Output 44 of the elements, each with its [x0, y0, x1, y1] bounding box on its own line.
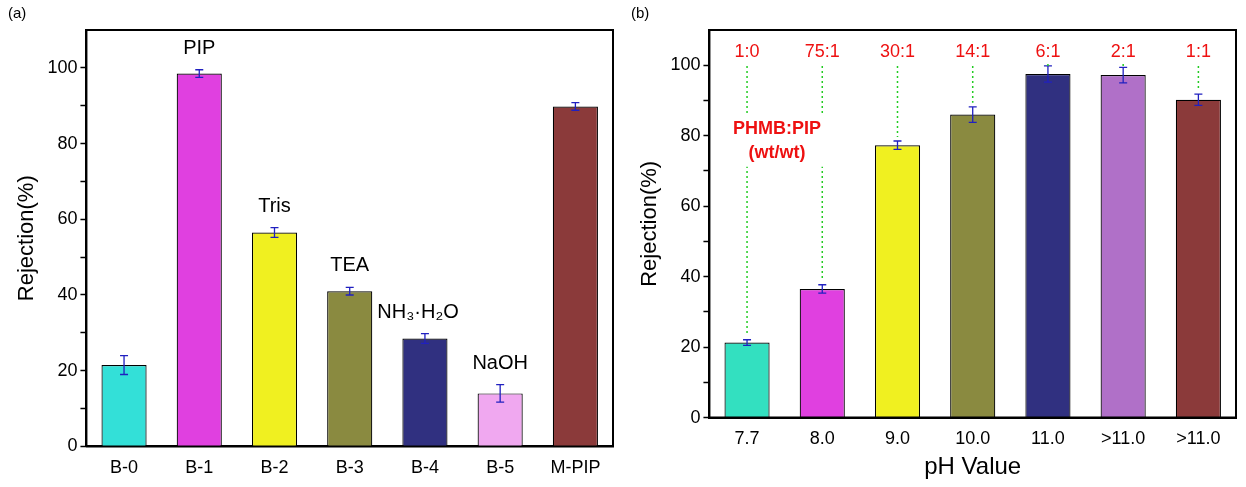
- text: (b): [631, 3, 650, 21]
- x-tick-label: 9.0: [884, 428, 911, 449]
- y-tick-label: 0: [690, 406, 701, 427]
- annotation: NaOH: [472, 350, 528, 373]
- annotation: NH₃·H₂O: [377, 299, 459, 322]
- x-tick-label: B-2: [260, 457, 289, 478]
- text: (a): [8, 3, 27, 21]
- y-tick-label: 60: [680, 195, 701, 216]
- x-tick-label: B-3: [335, 457, 364, 478]
- annotation: Tris: [258, 193, 291, 216]
- y-tick-label: 40: [680, 265, 701, 286]
- x-tick-label: 8.0: [809, 428, 835, 449]
- x-tick-label: 10.0: [955, 428, 991, 449]
- annotation: 75:1: [804, 40, 840, 61]
- annotation: 14:1: [955, 40, 991, 61]
- y-axis-title: Rejection(%): [13, 175, 39, 302]
- x-axis-title: pH Value: [924, 452, 1022, 480]
- y-tick-label: 80: [680, 124, 701, 145]
- y-tick-label: 100: [670, 54, 701, 75]
- x-tick-label: 7.7: [734, 428, 760, 449]
- y-axis-title: Rejection(%): [636, 160, 662, 287]
- annotation: PHMB:PIP (wt/wt): [733, 117, 822, 162]
- annotation: 30:1: [879, 40, 916, 61]
- annotation: TEA: [330, 253, 370, 276]
- x-tick-label: B-1: [185, 457, 214, 478]
- annotation: PIP: [183, 35, 216, 58]
- annotation: 1:1: [1185, 40, 1211, 61]
- x-tick-label: M-PIP: [550, 457, 601, 478]
- annotation: 1:0: [734, 40, 760, 61]
- annotation: 6:1: [1035, 40, 1061, 61]
- annotation: 2:1: [1110, 40, 1136, 61]
- y-tick-label: 40: [57, 283, 78, 304]
- y-tick-label: 20: [57, 359, 78, 380]
- x-tick-label: 11.0: [1031, 428, 1065, 449]
- y-tick-label: 20: [680, 336, 701, 357]
- x-tick-label: >11.0: [1101, 428, 1146, 449]
- y-tick-label: 80: [57, 132, 78, 153]
- y-tick-label: 0: [67, 435, 78, 456]
- x-tick-label: B-5: [486, 457, 515, 478]
- x-tick-label: B-4: [410, 457, 439, 478]
- y-tick-label: 60: [57, 208, 78, 229]
- x-tick-label: >11.0: [1176, 428, 1221, 449]
- y-tick-label: 100: [47, 56, 78, 77]
- x-tick-label: B-0: [110, 457, 139, 478]
